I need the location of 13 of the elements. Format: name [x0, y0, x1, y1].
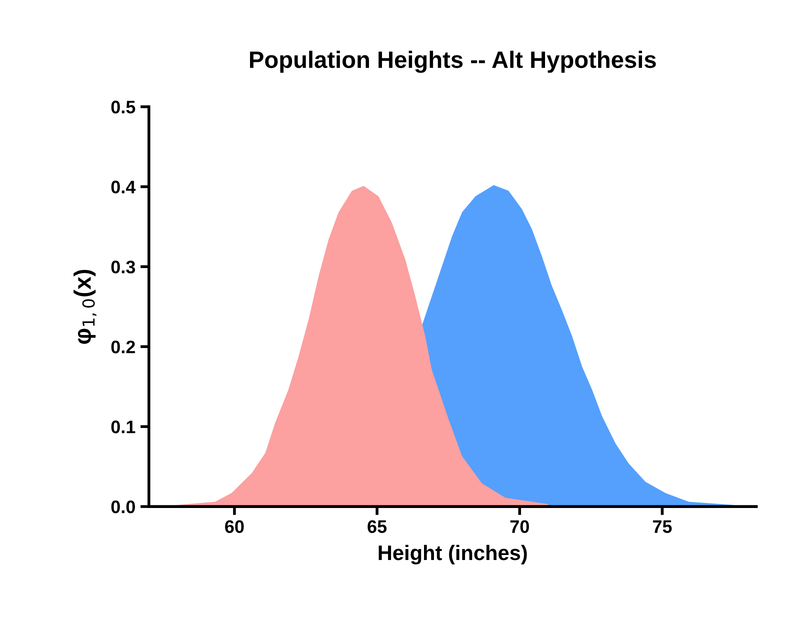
y-tick-label: 0.0 [111, 500, 135, 514]
y-tick-label: 0.3 [111, 260, 136, 274]
chart-title: Population Heights -- Alt Hypothesis [250, 50, 656, 73]
y-tick-label: 0.5 [111, 100, 136, 114]
x-axis-title: Height (inches) [378, 544, 527, 564]
x-tick-label: 75 [652, 520, 672, 534]
x-tick-label: 60 [225, 520, 244, 534]
y-tick-label: 0.1 [111, 420, 136, 434]
y-tick-label: 0.2 [111, 340, 135, 354]
y-axis-title: φ$_{1,0}$(x) [74, 270, 96, 344]
x-tick-label: 65 [368, 520, 387, 534]
y-tick-label: 0.4 [111, 180, 136, 194]
x-tick-label: 70 [510, 520, 529, 534]
